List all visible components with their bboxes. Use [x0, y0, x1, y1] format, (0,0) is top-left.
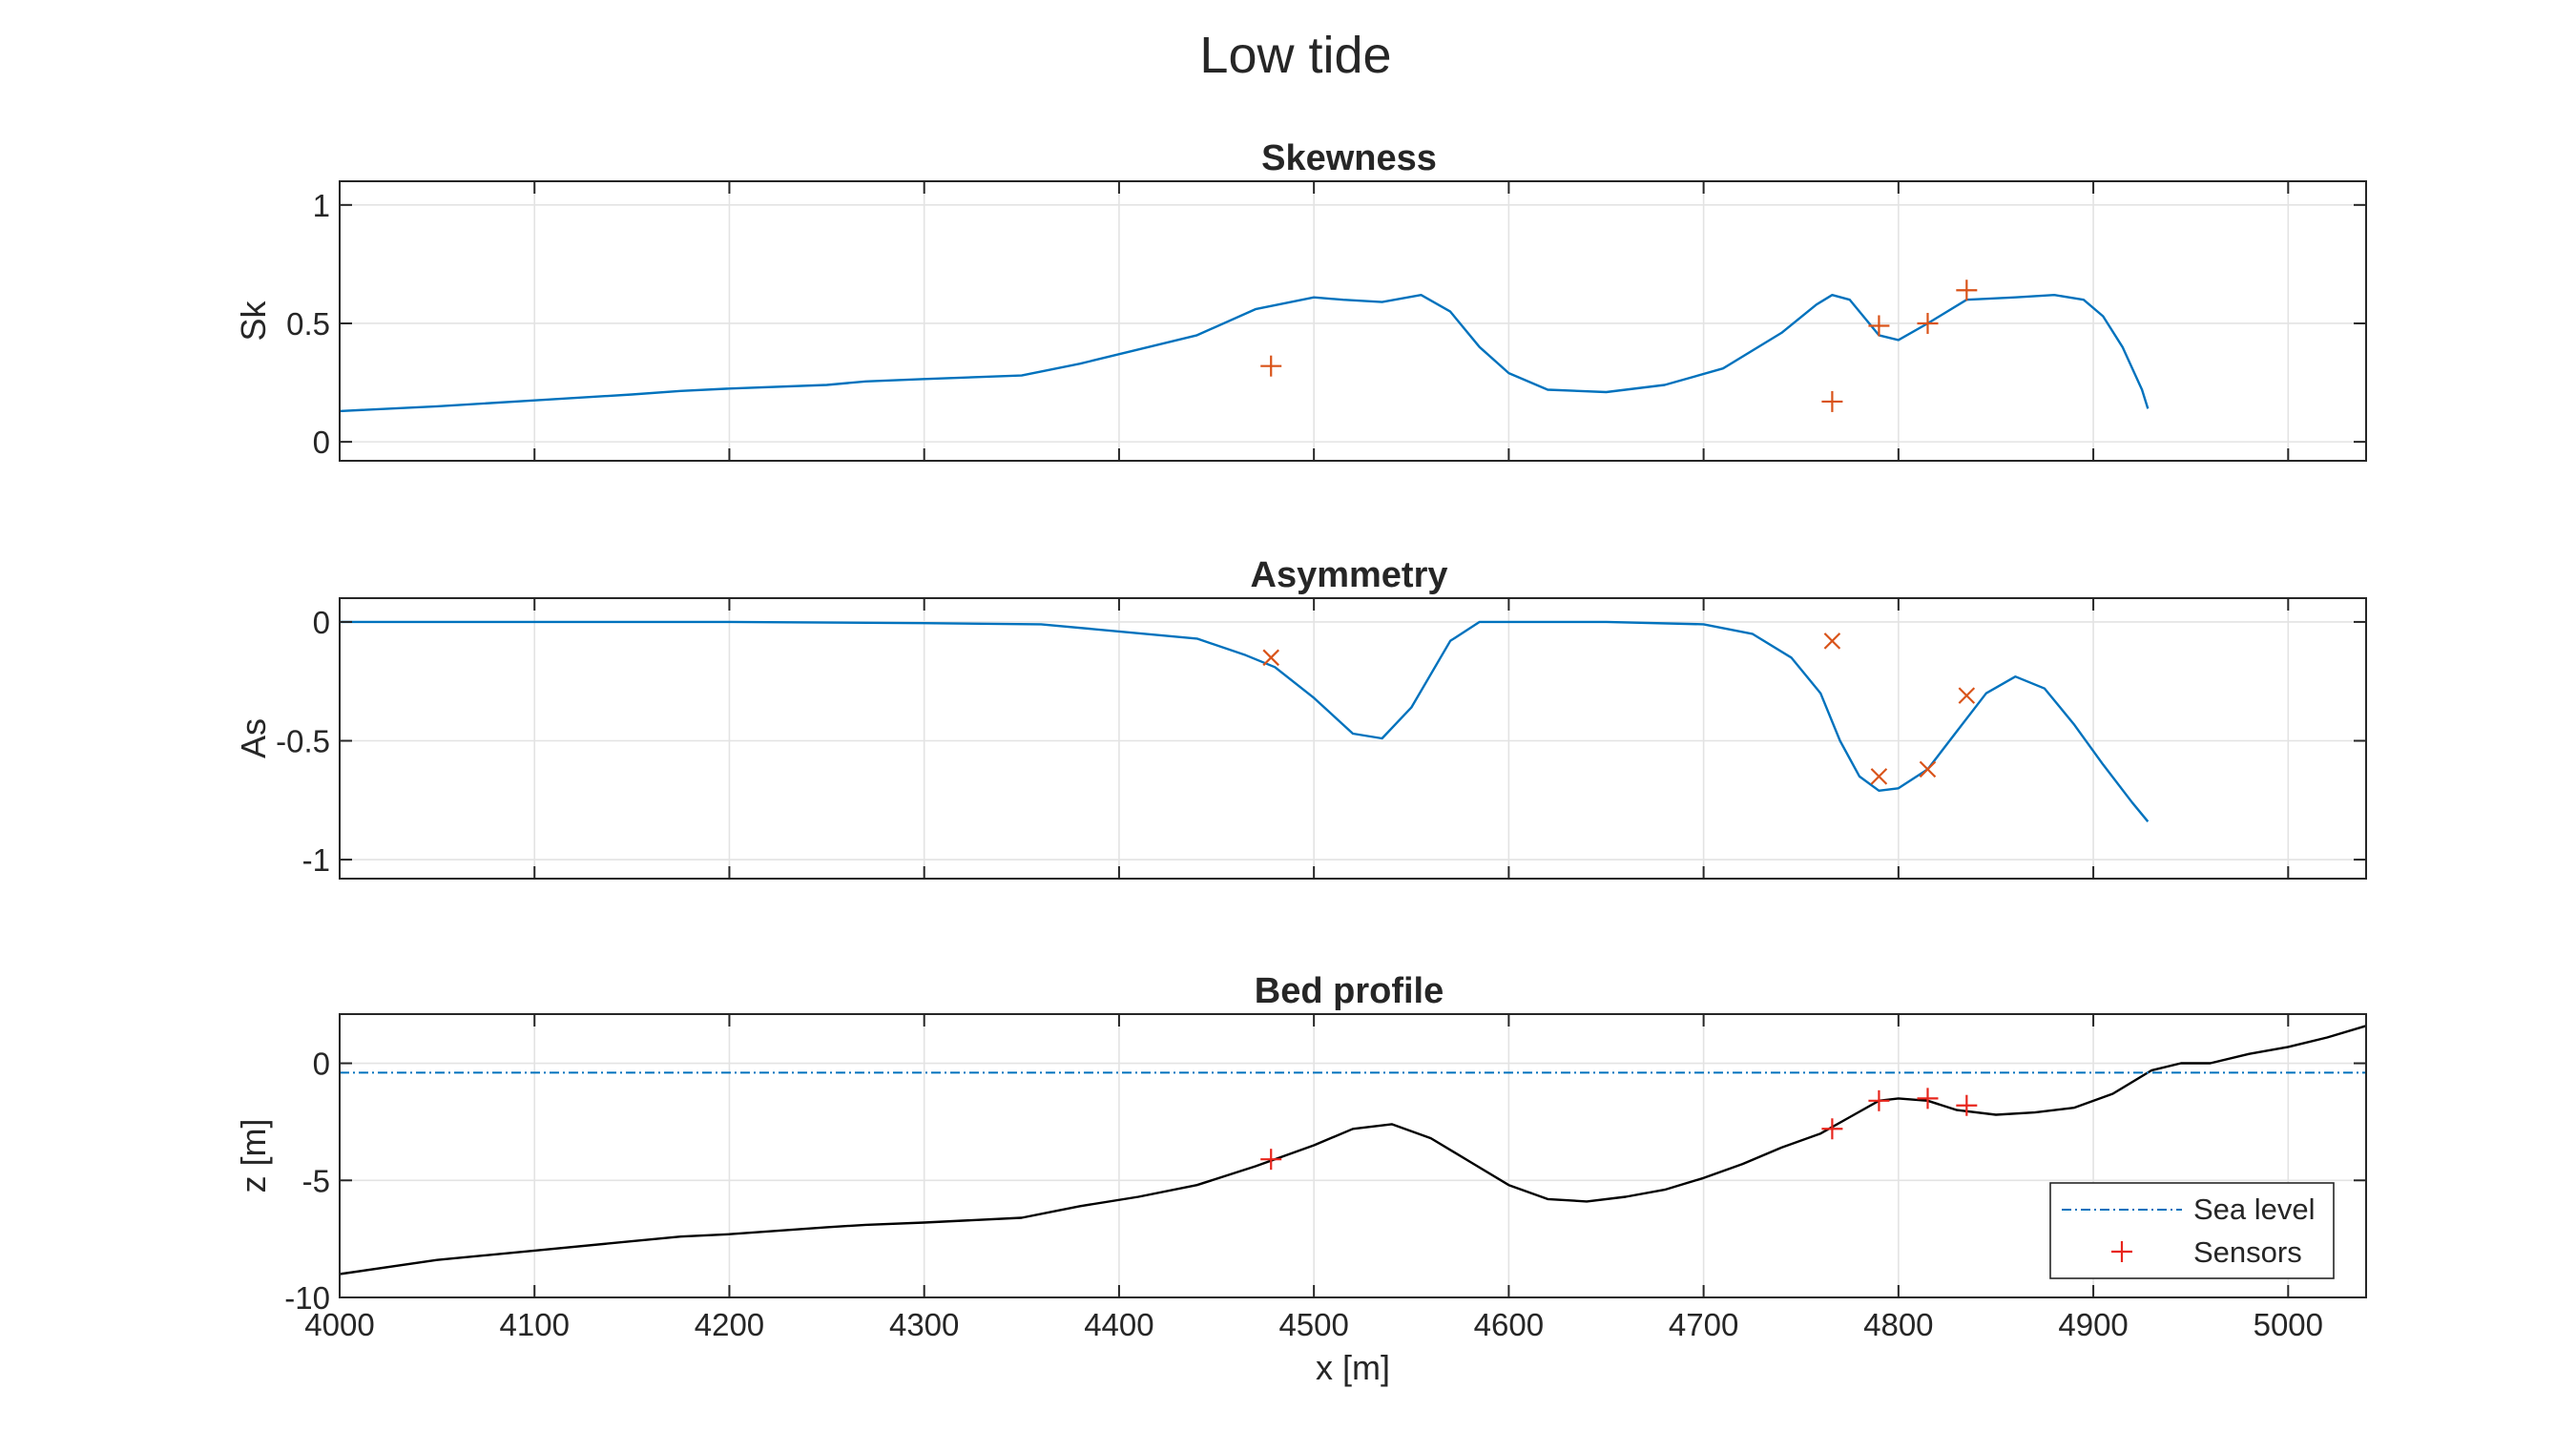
x-tick-label: 5000 — [2254, 1307, 2323, 1342]
panel-1: 0 0.5 1 Skewness Sk — [234, 138, 2367, 462]
y-tick-label: 1 — [313, 188, 330, 223]
sensor-marker — [1262, 649, 1280, 667]
sensor-marker — [1260, 355, 1282, 377]
y-axis-label: As — [234, 718, 273, 758]
panel-2: 0 -0.5 -1 Asymmetry As — [234, 555, 2367, 880]
sensor-marker — [1958, 687, 1976, 704]
y-tick-label: 0.5 — [286, 306, 330, 342]
x-tick-label: 4200 — [695, 1307, 764, 1342]
panel-title: Skewness — [1261, 138, 1437, 178]
legend-sensors-swatch — [2111, 1241, 2132, 1262]
y-tick-label: -10 — [284, 1280, 330, 1316]
x-tick-label: 4300 — [889, 1307, 959, 1342]
sensor-marker — [1956, 280, 1978, 301]
axes-frame — [339, 597, 2367, 880]
legend: Sea level Sensors — [2049, 1182, 2335, 1279]
sensor-marker — [1917, 312, 1939, 334]
sensor-marker — [1823, 633, 1841, 650]
legend-label-sensors: Sensors — [2193, 1235, 2302, 1269]
x-tick-label: 4400 — [1084, 1307, 1153, 1342]
y-tick-label: -1 — [302, 842, 330, 878]
sensor-marker — [1868, 1089, 1890, 1111]
panel-title: Bed profile — [1255, 971, 1444, 1011]
y-tick-label: 0 — [313, 425, 330, 460]
x-tick-label: 4900 — [2058, 1307, 2128, 1342]
figure-title: Low tide — [1199, 27, 1391, 84]
y-tick-label: 0 — [313, 1047, 330, 1082]
x-axis-label: x [m] — [1316, 1348, 1390, 1387]
sensor-marker — [1870, 768, 1888, 785]
x-tick-label: 4500 — [1278, 1307, 1348, 1342]
sensor-marker — [1260, 1149, 1282, 1171]
x-tick-label: 4700 — [1669, 1307, 1738, 1342]
y-axis-label: Sk — [234, 300, 273, 341]
series-line — [339, 1025, 2367, 1275]
panels: 00.51SkewnessSk0-0.5-1AsymmetryAs0-5-104… — [234, 138, 2367, 1387]
y-axis-label: z [m] — [234, 1119, 273, 1193]
sensor-marker — [1821, 1118, 1843, 1140]
series-line — [339, 294, 2150, 413]
x-tick-label: 4800 — [1863, 1307, 1933, 1342]
panel-title: Asymmetry — [1251, 555, 1448, 595]
legend-box — [2049, 1182, 2335, 1279]
x-tick-label: 4600 — [1474, 1307, 1544, 1342]
y-tick-label: -5 — [302, 1163, 330, 1198]
sensor-marker — [1919, 760, 1937, 778]
axes-frame — [339, 180, 2367, 462]
axes-frame — [339, 1013, 2367, 1298]
legend-label-sea-level: Sea level — [2193, 1192, 2316, 1226]
y-tick-label: -0.5 — [276, 723, 330, 758]
x-tick-label: 4000 — [304, 1307, 374, 1342]
x-tick-label: 4100 — [500, 1307, 570, 1342]
sensor-marker — [1868, 315, 1890, 337]
sensor-marker — [1917, 1088, 1939, 1110]
sensor-marker — [1956, 1094, 1978, 1116]
y-tick-label: 0 — [313, 605, 330, 640]
sensor-marker — [1821, 390, 1843, 412]
series-line — [340, 620, 2150, 822]
